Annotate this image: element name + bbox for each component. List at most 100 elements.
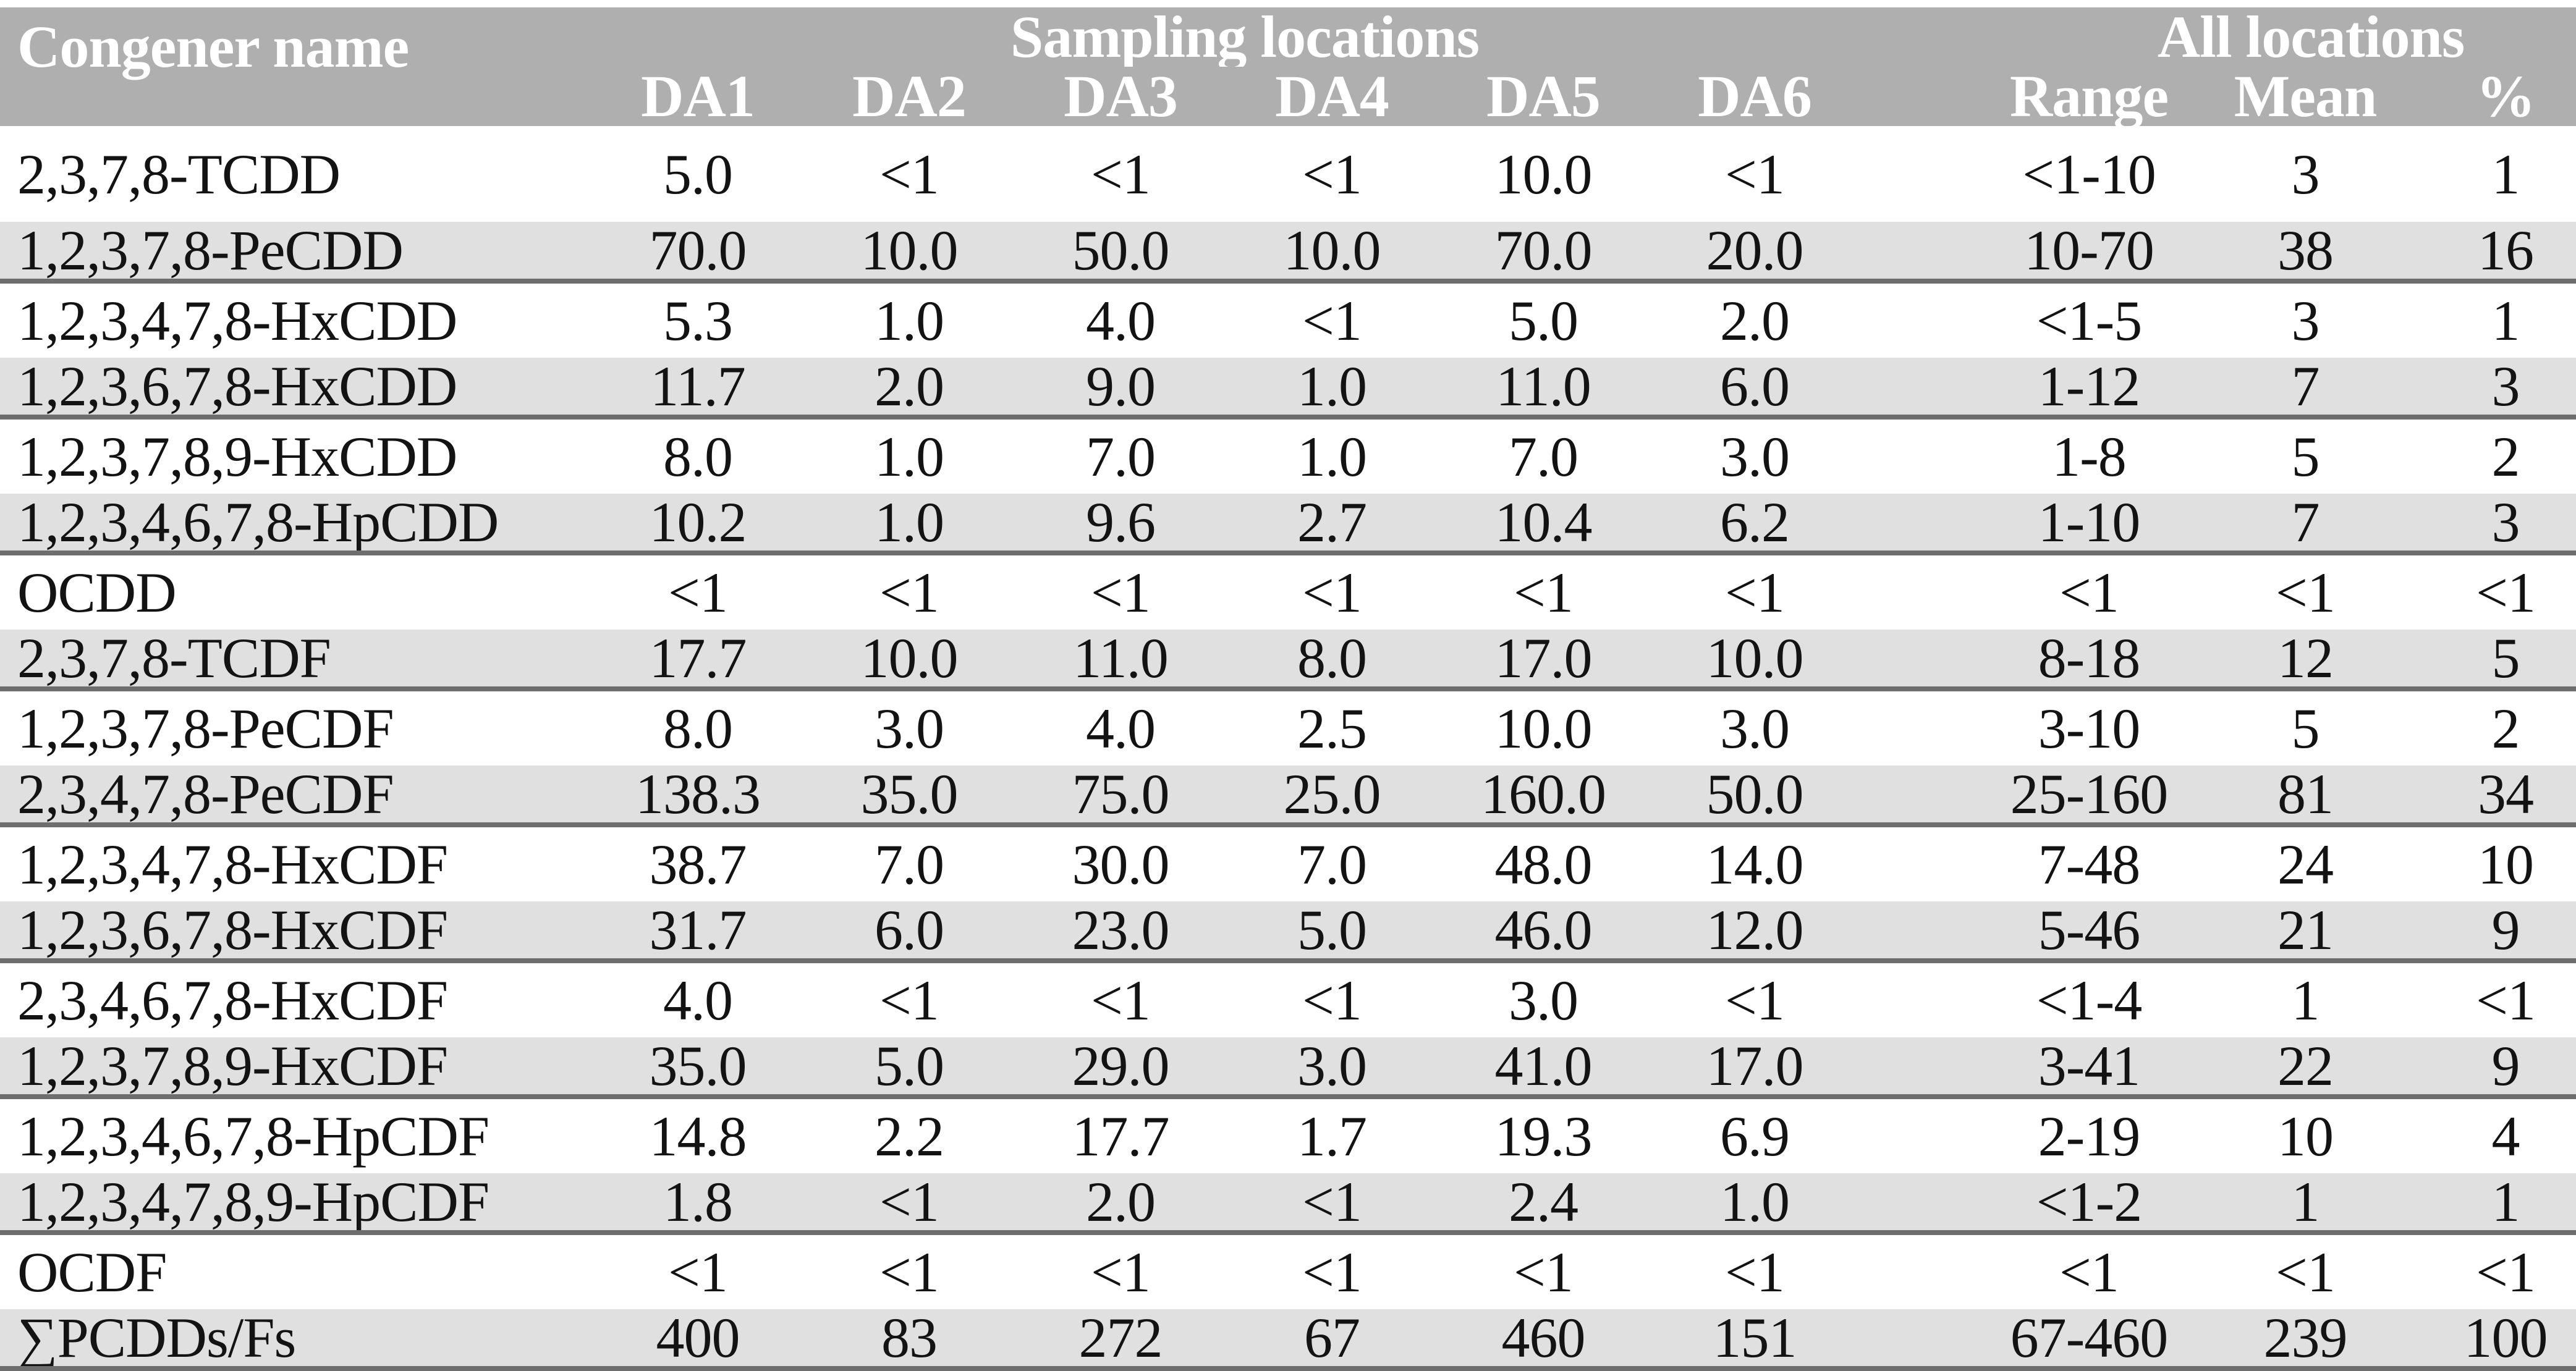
value-cell-da6: 1.0 [1649,1173,1860,1235]
congener-name-cell: 2,3,4,6,7,8-HxCDF [0,961,592,1037]
value-cell-percent: 2 [2435,689,2576,766]
value-cell-da6: 6.0 [1649,358,1860,420]
value-cell-da1: 5.0 [592,126,803,222]
value-cell-range: 5-46 [1860,901,2231,963]
value-cell-range: <1 [1860,1233,2231,1309]
value-cell-range: 10-70 [1860,222,2231,284]
table-row: 1,2,3,4,6,7,8-HpCDF 14.8 2.2 17.7 1.7 19.3 6.9… [0,1097,2576,1173]
congener-name-cell: 2,3,7,8-TCDF [0,630,592,691]
congener-name-cell: 1,2,3,7,8-PeCDF [0,689,592,766]
value-cell-percent: 2 [2435,417,2576,494]
value-cell-da3: 9.0 [1015,358,1226,420]
value-cell-percent: 9 [2435,1037,2576,1099]
value-cell-mean: 81 [2231,766,2435,827]
value-cell-range: <1-4 [1860,961,2231,1037]
value-cell-da6: <1 [1649,961,1860,1037]
table-row: 1,2,3,7,8,9-HxCDF 35.0 5.0 29.0 3.0 41.0 17.0 3… [0,1037,2576,1099]
table-row: 1,2,3,7,8,9-HxCDD 8.0 1.0 7.0 1.0 7.0 3.0 1-8 5 2 [0,417,2576,494]
table-body: 2,3,7,8-TCDD 5.0 <1 <1 <1 10.0 <1 <1-10 3 1 1,2,3,… [0,126,2576,1371]
value-cell-da6: 6.2 [1649,494,1860,555]
column-header-range: Range [1860,67,2231,126]
value-cell-da1: 70.0 [592,222,803,284]
value-cell-percent: <1 [2435,553,2576,630]
value-cell-range: 3-41 [1860,1037,2231,1099]
value-cell-da1: 8.0 [592,689,803,766]
value-cell-percent: 3 [2435,494,2576,555]
value-cell-da5: 5.0 [1438,281,1649,358]
value-cell-da5: 10.4 [1438,494,1649,555]
value-cell-range: <1-10 [1860,126,2231,222]
column-header-mean: Mean [2231,67,2435,126]
value-cell-da1: 138.3 [592,766,803,827]
value-cell-da2: 10.0 [803,630,1015,691]
value-cell-mean: 1 [2231,961,2435,1037]
table-row: 2,3,7,8-TCDF 17.7 10.0 11.0 8.0 17.0 10.0 8-18 1… [0,630,2576,691]
value-cell-percent: 100 [2435,1309,2576,1371]
value-cell-da6: 6.9 [1649,1097,1860,1173]
value-cell-da4: <1 [1226,1173,1438,1235]
value-cell-da6: <1 [1649,1233,1860,1309]
value-cell-range: <1 [1860,553,2231,630]
value-cell-da5: 19.3 [1438,1097,1649,1173]
value-cell-da5: <1 [1438,553,1649,630]
value-cell-da4: <1 [1226,126,1438,222]
value-cell-percent: 1 [2435,1173,2576,1235]
table-row: 2,3,4,6,7,8-HxCDF 4.0 <1 <1 <1 3.0 <1 <1-4 1 <1 [0,961,2576,1037]
value-cell-da4: 10.0 [1226,222,1438,284]
value-cell-da3: <1 [1015,961,1226,1037]
value-cell-da2: <1 [803,126,1015,222]
value-cell-da6: 151 [1649,1309,1860,1371]
value-cell-percent: 5 [2435,630,2576,691]
value-cell-da2: <1 [803,1173,1015,1235]
value-cell-da6: 3.0 [1649,417,1860,494]
value-cell-da2: 10.0 [803,222,1015,284]
value-cell-da2: 2.0 [803,358,1015,420]
value-cell-da3: 7.0 [1015,417,1226,494]
value-cell-percent: 10 [2435,825,2576,901]
value-cell-da6: 2.0 [1649,281,1860,358]
congener-name-cell: OCDD [0,553,592,630]
value-cell-da5: <1 [1438,1233,1649,1309]
value-cell-da1: <1 [592,553,803,630]
congener-name-cell: 1,2,3,6,7,8-HxCDD [0,358,592,420]
value-cell-da5: 3.0 [1438,961,1649,1037]
value-cell-da3: 50.0 [1015,222,1226,284]
column-header-da4: DA4 [1226,67,1438,126]
value-cell-range: 2-19 [1860,1097,2231,1173]
table-row: OCDF <1 <1 <1 <1 <1 <1 <1 <1 <1 [0,1233,2576,1309]
value-cell-mean: 7 [2231,494,2435,555]
value-cell-da4: 5.0 [1226,901,1438,963]
all-locations-group-header: All locations [1860,7,2576,67]
value-cell-da5: 41.0 [1438,1037,1649,1099]
value-cell-mean: 3 [2231,281,2435,358]
value-cell-range: 1-10 [1860,494,2231,555]
value-cell-da2: 1.0 [803,494,1015,555]
value-cell-percent: <1 [2435,961,2576,1037]
value-cell-mean: 7 [2231,358,2435,420]
value-cell-da3: 11.0 [1015,630,1226,691]
value-cell-mean: 5 [2231,689,2435,766]
congener-name-cell: 1,2,3,4,6,7,8-HpCDF [0,1097,592,1173]
value-cell-mean: <1 [2231,1233,2435,1309]
value-cell-da6: 17.0 [1649,1037,1860,1099]
value-cell-da4: 2.7 [1226,494,1438,555]
value-cell-da1: 11.7 [592,358,803,420]
value-cell-da1: 5.3 [592,281,803,358]
value-cell-da2: 1.0 [803,281,1015,358]
value-cell-range: <1-2 [1860,1173,2231,1235]
value-cell-range: 7-48 [1860,825,2231,901]
value-cell-da4: 25.0 [1226,766,1438,827]
value-cell-da3: 9.6 [1015,494,1226,555]
congener-name-cell: 1,2,3,7,8-PeCDD [0,222,592,284]
value-cell-da1: <1 [592,1233,803,1309]
congener-name-header: Congener name [0,7,592,126]
value-cell-da4: 1.7 [1226,1097,1438,1173]
table-row: 1,2,3,4,6,7,8-HpCDD 10.2 1.0 9.6 2.7 10.4 6.2 1… [0,494,2576,555]
value-cell-da2: 83 [803,1309,1015,1371]
value-cell-da3: 4.0 [1015,689,1226,766]
table-row: 1,2,3,6,7,8-HxCDF 31.7 6.0 23.0 5.0 46.0 12.0 5… [0,901,2576,963]
value-cell-range: 1-8 [1860,417,2231,494]
congener-table: Congener name Sampling locations All loc… [0,7,2576,1371]
value-cell-da2: 7.0 [803,825,1015,901]
value-cell-percent: 3 [2435,358,2576,420]
